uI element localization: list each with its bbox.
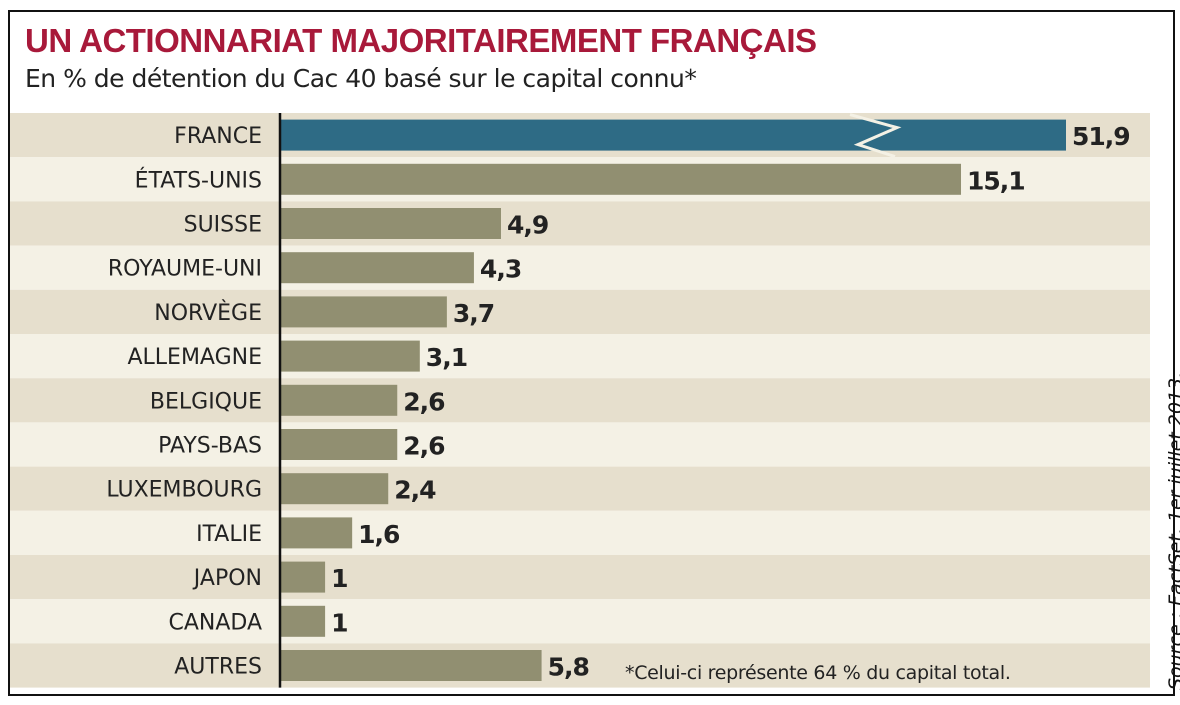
value-label: 5,8 <box>548 653 589 682</box>
category-label: JAPON <box>192 566 262 591</box>
category-label: AUTRES <box>174 655 262 680</box>
bar-12 <box>280 650 542 681</box>
footnote: *Celui-ci représente 64 % du capital tot… <box>625 662 1011 684</box>
value-label: 3,7 <box>453 299 494 328</box>
value-label: 3,1 <box>426 343 467 372</box>
value-label: 15,1 <box>967 166 1025 195</box>
value-label: 1 <box>331 564 347 593</box>
bar-4 <box>280 296 447 328</box>
axis-break-mark <box>849 113 902 159</box>
row-background <box>10 643 1150 688</box>
source-note: Source : FactSet, 1er juillet 2013. <box>1165 371 1180 690</box>
bar-7 <box>280 429 398 460</box>
category-label: NORVÈGE <box>154 300 262 326</box>
category-label: CANADA <box>168 610 262 635</box>
value-label: 2,6 <box>403 387 445 416</box>
bar-10 <box>280 561 326 593</box>
value-label: 1,6 <box>358 520 400 549</box>
row-background <box>10 422 1150 467</box>
bar-8 <box>280 473 389 505</box>
value-label: 2,6 <box>403 432 445 461</box>
bar-3 <box>280 252 474 284</box>
chart-subtitle: En % de détention du Cac 40 basé sur le … <box>25 64 697 93</box>
bar-11 <box>280 605 326 637</box>
category-label: SUISSE <box>184 213 262 238</box>
category-label: ITALIE <box>196 522 262 547</box>
category-label: BELGIQUE <box>150 389 262 414</box>
value-label: 1 <box>331 608 347 637</box>
row-background <box>10 555 1150 600</box>
value-label: 2,4 <box>394 476 436 505</box>
row-background <box>10 289 1150 334</box>
value-label: 4,9 <box>507 211 548 240</box>
category-label: ÉTATS-UNIS <box>135 167 262 193</box>
chart-title: UN ACTIONNARIAT MAJORITAIREMENT FRANÇAIS <box>25 22 817 59</box>
category-label: ALLEMAGNE <box>127 345 262 370</box>
bar-1 <box>280 163 962 195</box>
row-background <box>10 599 1150 644</box>
row-background <box>10 466 1150 511</box>
category-label: PAYS-BAS <box>158 434 262 459</box>
row-background <box>10 510 1150 555</box>
value-label: 4,3 <box>480 255 521 284</box>
category-label: LUXEMBOURG <box>106 478 262 503</box>
category-label: FRANCE <box>174 124 262 149</box>
bar-2 <box>280 208 501 239</box>
bar-9 <box>280 517 353 549</box>
bar-0 <box>280 119 1066 151</box>
bar-5 <box>280 340 420 372</box>
row-background <box>10 334 1150 379</box>
category-label: ROYAUME-UNI <box>108 257 262 282</box>
row-background <box>10 378 1150 423</box>
row-background <box>10 245 1150 290</box>
bar-6 <box>280 384 398 416</box>
value-label: 51,9 <box>1072 122 1130 151</box>
row-background <box>10 201 1150 246</box>
